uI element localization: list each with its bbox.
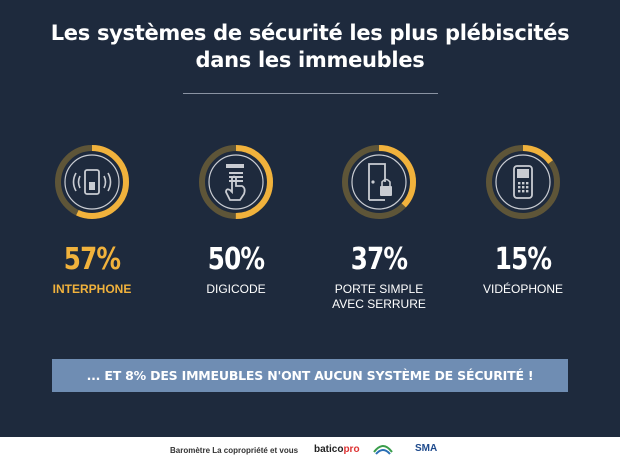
category-label-line: INTERPHONE: [52, 282, 132, 296]
category-label-line: VIDÉOPHONE: [482, 282, 563, 296]
sma-logo: SMA: [415, 443, 438, 454]
banner-note: ... ET 8% DES IMMEUBLES N'ONT AUCUN SYST…: [52, 359, 568, 392]
icon-circle: [208, 154, 264, 210]
title-line-1: Les systèmes de sécurité les plus plébis…: [50, 21, 570, 45]
progress-ring: [199, 145, 273, 219]
progress-ring: [486, 145, 560, 219]
ring-value-arc: [486, 145, 560, 219]
category-label-line: DIGICODE: [206, 282, 266, 296]
title-line-2: dans les immeubles: [195, 48, 425, 72]
progress-ring: [55, 145, 129, 219]
category-label: INTERPHONE: [22, 282, 162, 297]
ring-value-arc: [342, 145, 416, 219]
keypad-icon: [225, 164, 246, 201]
value-label: 15%: [494, 242, 552, 277]
category-label-line: PORTE SIMPLE: [334, 282, 424, 296]
category-label: VIDÉOPHONE: [453, 282, 593, 297]
icon-circle: [495, 154, 551, 210]
icon-circle: [351, 154, 407, 210]
value-label: 57%: [63, 242, 121, 277]
grdf-logo: [373, 445, 393, 455]
page-title: Les systèmes de sécurité les plus plébis…: [0, 20, 620, 74]
progress-ring: [342, 145, 416, 219]
footer: Baromètre La copropriété et vous baticop…: [0, 437, 620, 465]
ring-value-arc: [55, 145, 129, 219]
door-lock-icon: [368, 163, 392, 201]
source-text: Baromètre La copropriété et vous: [170, 446, 299, 455]
category-label: PORTE SIMPLE AVEC SERRURE: [309, 282, 449, 312]
ring-value-arc: [199, 145, 273, 219]
value-label: 37%: [350, 242, 408, 277]
category-label: DIGICODE: [166, 282, 306, 297]
value-label: 50%: [207, 242, 265, 277]
baticopro-logo: baticopro: [314, 444, 360, 455]
videophone-icon: [513, 165, 533, 199]
title-divider: [183, 93, 438, 94]
icon-circle: [64, 154, 120, 210]
category-label-line: AVEC SERRURE: [332, 297, 426, 311]
intercom-icon: [72, 169, 112, 195]
